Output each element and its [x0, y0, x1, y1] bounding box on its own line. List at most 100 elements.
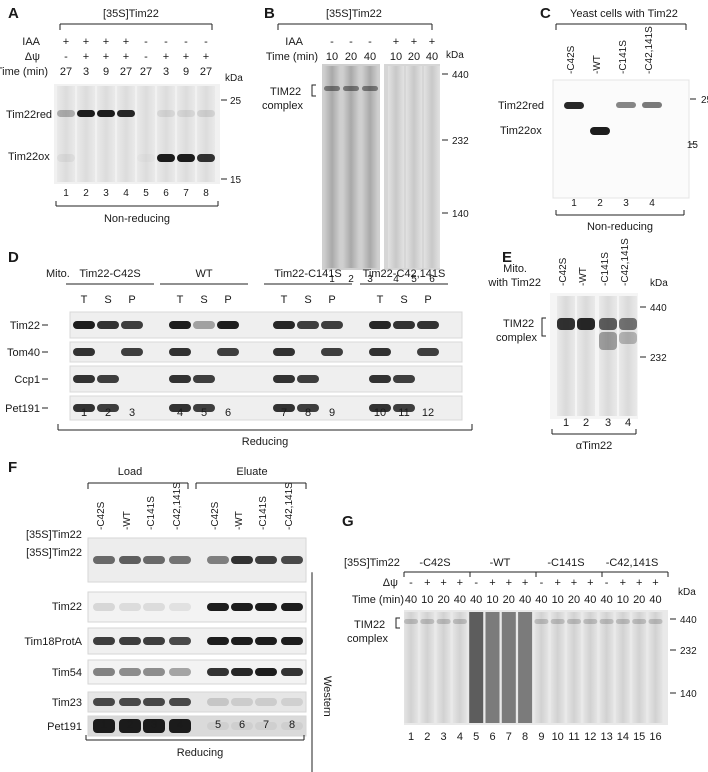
- panel-a-band-label-red: Tim22red: [6, 109, 52, 121]
- panel-a-time-2: 3: [83, 66, 89, 78]
- panel-d-fraction-3: P: [128, 294, 135, 306]
- panel-d-group-2: WT: [195, 268, 212, 280]
- panel-d-lane-number-5: 5: [201, 407, 207, 419]
- panel-g: G [35S]Tim22 -C42S -WT -C141S -C42,141S Δψ …: [342, 513, 697, 743]
- panel-d-band-4-11: [393, 404, 415, 412]
- panel-e-complex-label-1: TIM22: [503, 318, 534, 330]
- panel-f-band-3-4: [169, 637, 191, 645]
- panel-b-complex-band-3: [362, 86, 378, 91]
- panel-g-row-dpsi: Δψ: [383, 577, 398, 589]
- panel-f-band-3-7: [255, 637, 277, 645]
- panel-a-dpsi-5: -: [144, 51, 148, 63]
- panel-c-lane-number-4: 4: [649, 198, 655, 209]
- panel-d-lane-number-9: 9: [329, 407, 335, 419]
- panel-a-band-ox-5: [137, 154, 155, 162]
- panel-c-band-2: [590, 127, 610, 135]
- panel-a-lane-6: [157, 86, 175, 182]
- panel-f-sample-3: -C141S: [146, 496, 157, 530]
- panel-f-band-2-7: [255, 603, 277, 611]
- panel-a-iaa-3: +: [103, 36, 109, 48]
- panel-a-lane-1: [57, 86, 75, 182]
- panel-f-band-4-3: [143, 668, 165, 676]
- svg-text:25: 25: [230, 96, 242, 107]
- svg-text:140: 140: [452, 209, 469, 220]
- panel-a-band-ox-1: [57, 154, 75, 162]
- panel-f-lane-number-8: 8: [289, 719, 295, 731]
- panel-a: A [35S]Tim22 IAA Δψ Time (min) + + + + - - - - -…: [0, 5, 243, 225]
- panel-a-band-red-2: [77, 110, 95, 117]
- panel-b-time-5: 20: [408, 51, 420, 63]
- panel-b-iaa-2: -: [349, 36, 353, 48]
- panel-b-complex-band-2: [343, 86, 359, 91]
- panel-a-iaa-7: -: [184, 36, 188, 48]
- panel-e-lane-3: [599, 296, 617, 416]
- panel-d-band-2-6: [217, 348, 239, 356]
- panel-d-lane-number-11: 11: [398, 407, 409, 419]
- panel-e-lane-number-1: 1: [563, 417, 569, 429]
- panel-letter-g: G: [342, 513, 354, 530]
- panel-g-lane-4: [452, 612, 467, 723]
- panel-d-group-1: Tim22-C42S: [79, 268, 140, 280]
- panel-a-lane-number-7: 7: [183, 188, 189, 199]
- panel-b-iaa-5: +: [411, 36, 417, 48]
- panel-a-row-dpsi: Δψ: [25, 51, 40, 63]
- panel-d-band-2-7: [273, 348, 295, 356]
- panel-g-dpsi-13: -: [605, 577, 609, 589]
- panel-d-band-4-7: [273, 404, 295, 412]
- panel-f-sample-6: -WT: [234, 511, 245, 530]
- panel-a-lane-3: [97, 86, 115, 182]
- panel-e-smear-4: [619, 332, 637, 344]
- panel-f-protein-1: [35S]Tim22: [26, 547, 82, 559]
- panel-d-band-3-7: [273, 375, 295, 383]
- panel-b-time-4: 10: [390, 51, 402, 63]
- panel-g-group-3: -C141S: [547, 557, 584, 569]
- panel-f-band-4-1: [93, 668, 115, 676]
- panel-c-blot: [552, 79, 690, 199]
- panel-g-time-8: 40: [519, 594, 531, 606]
- panel-g-lane-number-4: 4: [457, 731, 463, 743]
- panel-e-complex-band-2: [577, 318, 595, 330]
- panel-f-band-3-5: [207, 637, 229, 645]
- panel-d-strip-2: [69, 341, 463, 363]
- svg-text:15: 15: [687, 140, 699, 151]
- panel-f-band-4-2: [119, 668, 141, 676]
- panel-d-protein-3: Ccp1: [14, 374, 40, 386]
- panel-d-fraction-10: T: [377, 294, 384, 306]
- panel-e-marker-232: 232: [640, 353, 667, 364]
- panel-b-iaa-3: -: [368, 36, 372, 48]
- panel-d-band-3-5: [193, 375, 215, 383]
- panel-b-time-6: 40: [426, 51, 438, 63]
- panel-g-lane-10: [550, 612, 565, 723]
- panel-f-protein-2: Tim22: [52, 601, 82, 613]
- panel-f-lane-number-3: 3: [151, 719, 157, 731]
- panel-d-lane-number-10: 10: [374, 407, 386, 419]
- panel-d-fraction-7: T: [281, 294, 288, 306]
- panel-a-row-iaa: IAA: [22, 36, 40, 48]
- panel-f-sample-8: -C42,141S: [284, 482, 295, 530]
- panel-f-protein-3: Tim18ProtA: [24, 636, 82, 648]
- panel-e-sample-3: -C141S: [600, 252, 611, 286]
- panel-f-protein-4: Tim54: [52, 667, 82, 679]
- panel-e-mito-label-1: Mito.: [503, 263, 527, 275]
- panel-d-fraction-11: S: [400, 294, 407, 306]
- panel-f-band-5-1: [93, 698, 115, 706]
- panel-b-iaa-1: -: [330, 36, 334, 48]
- panel-g-dpsi-1: -: [409, 577, 413, 589]
- panel-g-time-15: 20: [633, 594, 645, 606]
- panel-d-fraction-12: P: [424, 294, 431, 306]
- panel-b-lane-6: [424, 66, 440, 268]
- panel-g-lane-number-16: 16: [649, 731, 661, 743]
- panel-e-sample-4: -C42,141S: [620, 238, 631, 286]
- panel-d-band-2-1: [73, 348, 95, 356]
- panel-g-complex-band-10: [550, 619, 565, 624]
- panel-c-header: Yeast cells with Tim22: [570, 8, 678, 20]
- panel-g-dpsi-3: +: [440, 577, 446, 589]
- panel-d-band-4-4: [169, 404, 191, 412]
- panel-g-time-3: 20: [437, 594, 449, 606]
- panel-d-fraction-8: S: [304, 294, 311, 306]
- panel-g-dpsi-4: +: [457, 577, 463, 589]
- panel-g-time-4: 40: [454, 594, 466, 606]
- panel-b-lane-1: [324, 66, 340, 268]
- panel-d-band-4-10: [369, 404, 391, 412]
- panel-g-lane-8: [518, 612, 533, 723]
